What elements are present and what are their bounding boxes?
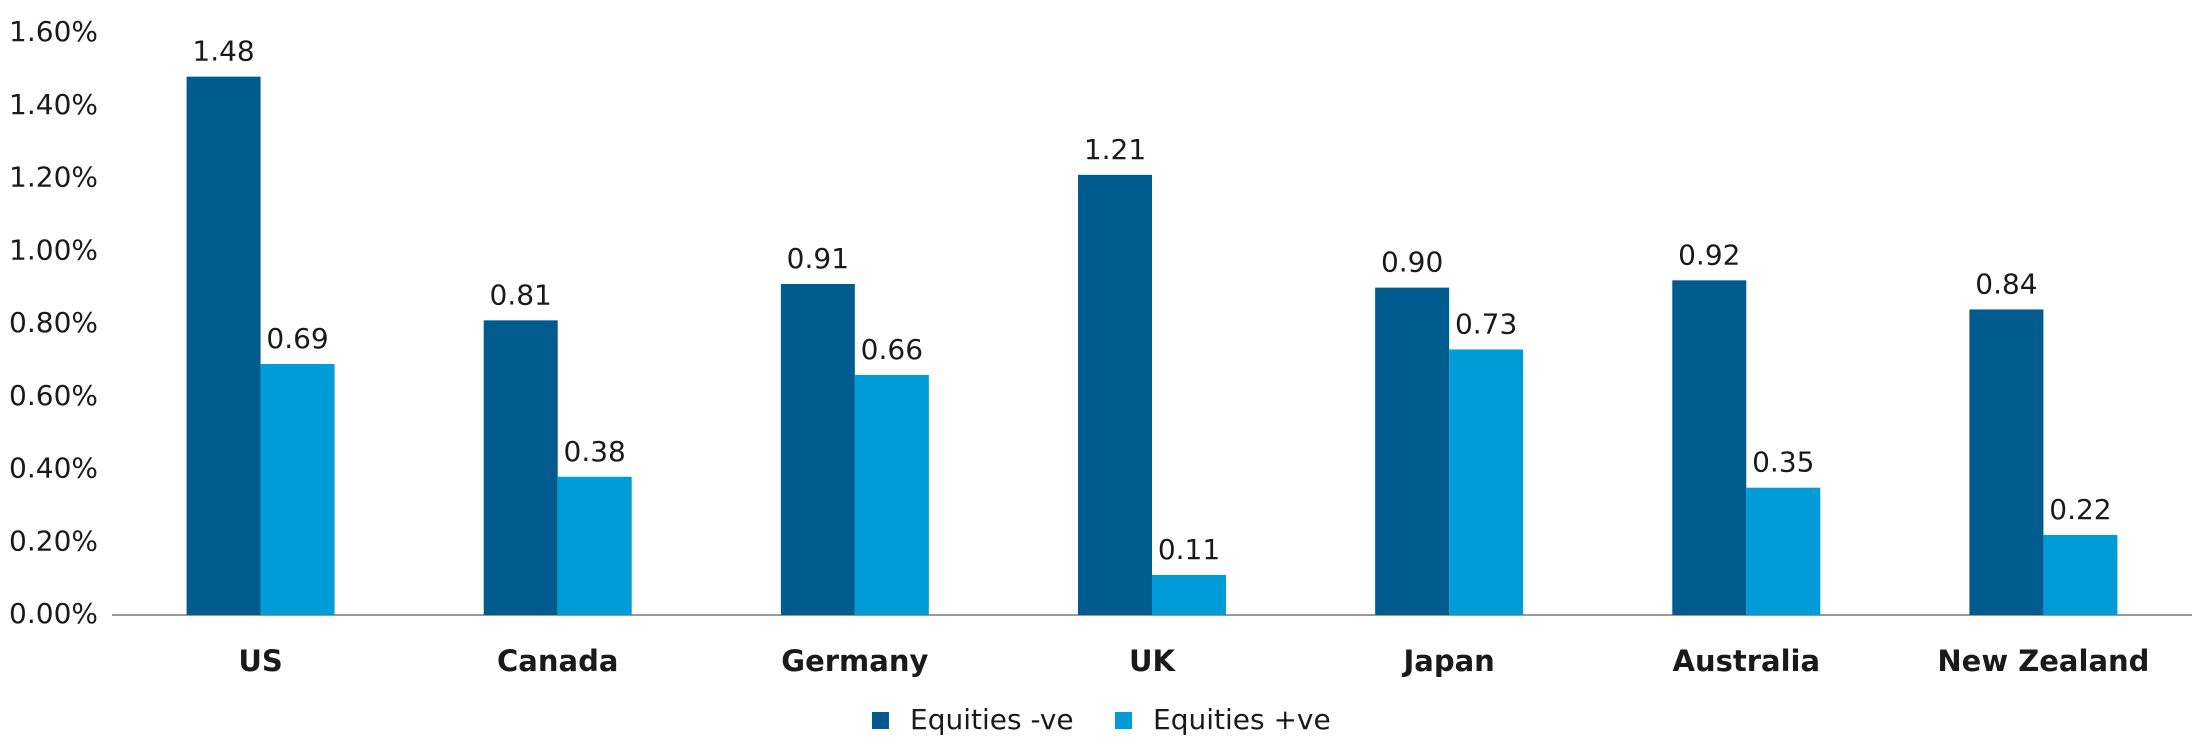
y-tick-label: 0.00% (9, 597, 98, 630)
y-tick-label: 1.60% (9, 15, 98, 48)
y-tick-label: 0.20% (9, 524, 98, 557)
legend-swatch (1115, 712, 1132, 729)
legend-swatch (872, 712, 889, 729)
bar (1672, 280, 1747, 615)
y-tick-label: 0.40% (9, 452, 98, 485)
bar (1746, 487, 1821, 615)
data-label: 0.81 (490, 278, 552, 311)
bar (186, 76, 261, 615)
legend-label: Equities +ve (1153, 703, 1331, 736)
legend-label: Equities -ve (910, 703, 1074, 736)
bar (483, 320, 558, 615)
bar (557, 476, 632, 615)
data-label: 0.11 (1158, 533, 1220, 566)
data-label: 0.90 (1381, 246, 1443, 279)
data-label: 0.66 (861, 333, 923, 366)
bar (1375, 287, 1450, 615)
y-tick-label: 0.80% (9, 306, 98, 339)
y-tick-label: 1.40% (9, 88, 98, 121)
bar (1449, 349, 1524, 615)
bar (1969, 309, 2044, 615)
x-tick-label: New Zealand (1937, 644, 2149, 678)
data-label: 0.73 (1455, 307, 1517, 340)
data-label: 0.22 (2049, 493, 2111, 526)
bar (2043, 534, 2118, 615)
data-label: 0.35 (1752, 446, 1814, 479)
x-tick-label: Japan (1401, 644, 1494, 678)
data-label: 1.48 (192, 35, 254, 68)
data-label: 0.38 (564, 435, 626, 468)
x-tick-label: Germany (781, 644, 928, 678)
x-tick-label: UK (1129, 644, 1177, 678)
x-tick-label: US (238, 644, 282, 678)
bar (1152, 574, 1226, 615)
x-tick-label: Canada (497, 644, 618, 678)
y-tick-label: 0.60% (9, 379, 98, 412)
x-tick-label: Australia (1673, 644, 1821, 678)
y-tick-label: 1.00% (9, 233, 98, 266)
data-label: 0.84 (1975, 267, 2037, 300)
bar (854, 374, 929, 615)
bar (780, 283, 855, 615)
y-tick-label: 1.20% (9, 161, 98, 194)
data-label: 0.91 (787, 242, 849, 275)
data-label: 1.21 (1084, 133, 1146, 166)
data-label: 0.92 (1678, 238, 1740, 271)
data-label: 0.69 (266, 322, 328, 355)
bar (260, 364, 335, 615)
bar (1078, 174, 1152, 616)
